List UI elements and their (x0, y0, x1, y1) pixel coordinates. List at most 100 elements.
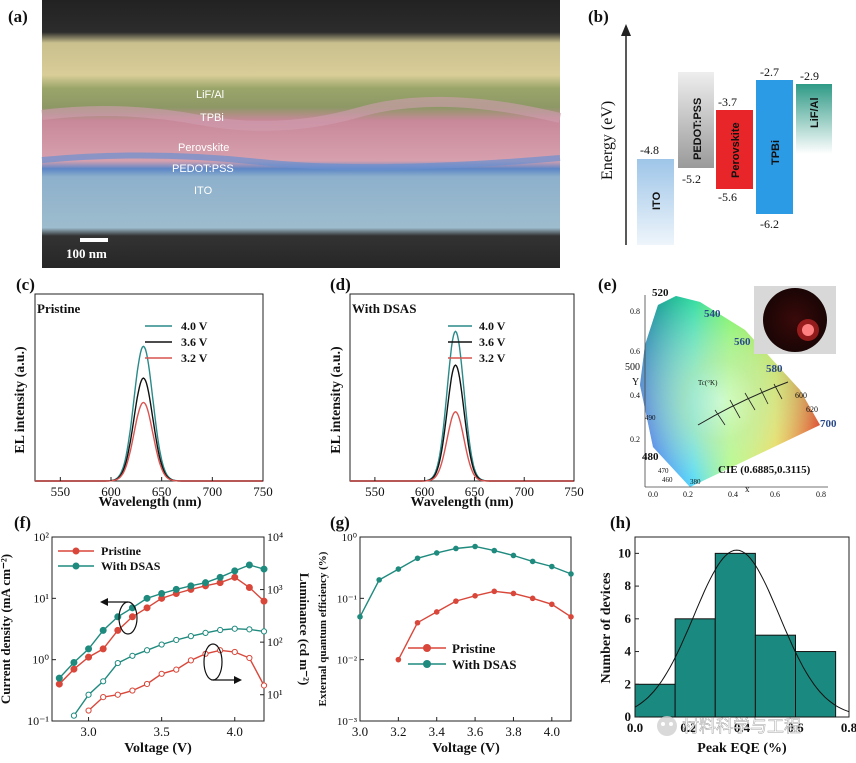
xtick-label: 3.2 (390, 724, 406, 739)
f-point (129, 687, 136, 694)
plot-c-legend: 4.0 V 3.6 V 3.2 V (145, 319, 208, 365)
g-point (414, 555, 421, 562)
ytick-label: 2 (625, 676, 632, 691)
xtick-label: 3.0 (80, 724, 96, 739)
f-point (114, 659, 121, 667)
bar-pedot (678, 72, 714, 168)
f-point (260, 597, 268, 605)
legend-d-3: 3.2 V (479, 351, 506, 365)
g-point (433, 609, 440, 615)
g-point (414, 619, 421, 626)
ytick-label: 10¹ (33, 591, 49, 605)
f-point (70, 712, 78, 719)
el-series-1 (35, 377, 263, 482)
h-bar (795, 651, 837, 718)
xtick-label: 0.2 (680, 720, 696, 735)
plot-d-legend: 4.0 V 3.6 V 3.2 V (448, 319, 506, 365)
layer-lif: LiF/Al (196, 89, 224, 101)
f-point (99, 626, 107, 634)
layer-perovskite: Perovskite (178, 142, 229, 154)
panel-b: (b) Energy (eV) ITO -4.8 PEDOT:PSS -5.2 … (588, 7, 832, 245)
panel-d: (d) With DSAS EL intensity (a.u.) Wavele… (329, 275, 584, 510)
g-point (357, 613, 363, 620)
legend-c-1: 4.0 V (181, 319, 208, 333)
bar-perovskite-top: -3.7 (718, 95, 737, 109)
f-point (231, 648, 238, 656)
f-point (143, 604, 151, 612)
panel-c-tag: (c) (16, 275, 35, 294)
xtick-label: 4.0 (544, 724, 560, 739)
cie-xtick-4: 0.8 (816, 490, 826, 499)
bar-tpbi (756, 80, 793, 214)
bar-ito-top: -4.8 (640, 143, 659, 157)
plot-d-xlabel: Wavelength (nm) (410, 495, 513, 510)
panel-f-tag: (f) (14, 513, 31, 532)
layer-pedot: PEDOT:PSS (172, 163, 234, 175)
g-point (549, 563, 555, 570)
f-point (85, 707, 92, 714)
f-point (114, 691, 121, 698)
f-point (187, 582, 195, 590)
bar-lif (796, 84, 832, 154)
f-point (173, 666, 180, 673)
bar-ito (637, 159, 674, 245)
panel-g-tag: (g) (330, 513, 350, 532)
ytick-label: 10⁰ (342, 532, 358, 544)
legend-f-2: With DSAS (101, 559, 161, 573)
cie-ytick-1: 0.4 (630, 391, 640, 400)
planckian-locus (697, 381, 789, 426)
cie-xlabel: x (745, 484, 750, 494)
f-point (260, 628, 268, 635)
xtick-label: 3.6 (467, 724, 484, 739)
layer-ito: ITO (194, 185, 213, 197)
f-point (187, 633, 194, 640)
ytick-label: 4 (625, 644, 632, 659)
scale-bar (80, 238, 108, 242)
xtick-label: 550 (51, 484, 71, 499)
plot-f-legend: Pristine With DSAS (58, 544, 161, 573)
cie-ylabel: Y (632, 377, 639, 388)
f-point (260, 682, 268, 689)
bar-perovskite-bottom: -5.6 (718, 190, 737, 204)
wl-470: 470 (658, 467, 669, 475)
f-point (231, 625, 238, 632)
wl-380: 380 (690, 478, 701, 486)
g-point (510, 590, 517, 597)
xtick-label: 600 (415, 484, 435, 499)
xtick-label: 600 (101, 484, 121, 499)
f-point (99, 645, 107, 653)
f-point (202, 629, 209, 636)
xtick-label: 550 (365, 484, 385, 499)
bar-tpbi-bottom: -6.2 (760, 217, 779, 231)
plot-g-legend: Pristine With DSAS (408, 641, 516, 672)
legend-g-2: With DSAS (452, 657, 516, 672)
xtick-label: 750 (564, 484, 584, 499)
panel-b-tag: (b) (588, 7, 609, 26)
wl-540: 540 (704, 308, 721, 320)
plot-g-marks: 3.0 3.2 3.4 3.6 3.8 4.0 10⁻³ 10⁻² 10⁻¹ 10⁰ (337, 532, 574, 739)
bar-lif-top: -2.9 (800, 69, 819, 83)
plot-c-xlabel: Wavelength (nm) (98, 495, 201, 510)
f-point (172, 585, 180, 593)
f-point (246, 626, 253, 633)
energy-label: Energy (eV) (599, 101, 616, 180)
f-point (246, 654, 253, 662)
watermark-text: 材料科学与工程 (682, 717, 801, 736)
ytick-label: 10⁻² (337, 655, 358, 667)
y2tick-label: 10¹ (267, 688, 283, 702)
legend-d-2: 3.6 V (479, 335, 506, 349)
f-point (70, 665, 78, 673)
plot-c-note: Pristine (37, 301, 81, 316)
g-point (529, 558, 536, 565)
xtick-label: 650 (465, 484, 485, 499)
xtick-label: 0.8 (841, 720, 856, 735)
panel-h: (h) Number of devices Peak EQE (%) 0.0 0.… (599, 513, 856, 756)
ytick-label: 10⁻¹ (337, 593, 357, 605)
wl-490: 490 (645, 414, 656, 422)
g-point (376, 577, 382, 583)
g-point (472, 543, 478, 550)
panel-f: (f) Current density (mA cm⁻²) Luminance … (0, 513, 312, 756)
xtick-label: 750 (253, 484, 273, 499)
bar-perovskite (716, 110, 753, 189)
ytick-label: 10⁻³ (337, 716, 358, 728)
